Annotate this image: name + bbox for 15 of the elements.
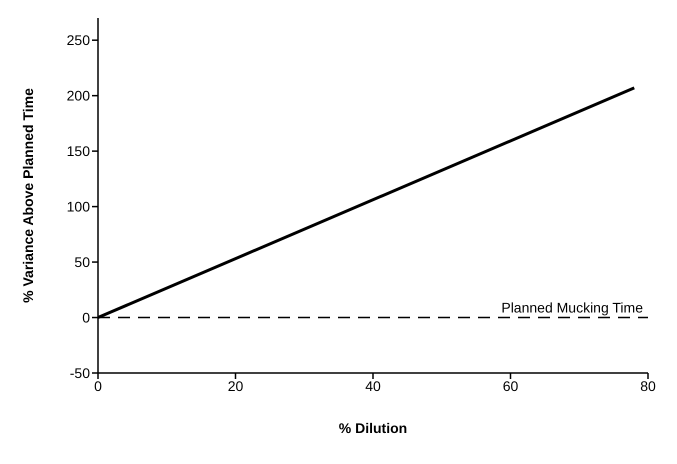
y-tick-label: 200 [66, 88, 90, 104]
x-tick-label: 40 [365, 378, 381, 394]
x-tick-label: 80 [640, 378, 656, 394]
y-tick-label: 100 [66, 198, 90, 215]
y-tick-label: 0 [82, 310, 90, 326]
y-tick-label: 150 [66, 143, 90, 160]
x-axis-title: % Dilution [338, 420, 408, 436]
y-tick-label: -50 [70, 364, 90, 381]
ref-line-label: Planned Mucking Time [501, 300, 644, 316]
x-tick-label: 60 [502, 378, 518, 394]
y-axis-title: % Variance Above Planned Time [20, 88, 36, 303]
y-tick-label: 50 [74, 254, 90, 270]
y-tick-label: 250 [66, 32, 90, 48]
x-tick-label: 0 [94, 378, 102, 394]
x-tick-label: 20 [228, 378, 244, 394]
